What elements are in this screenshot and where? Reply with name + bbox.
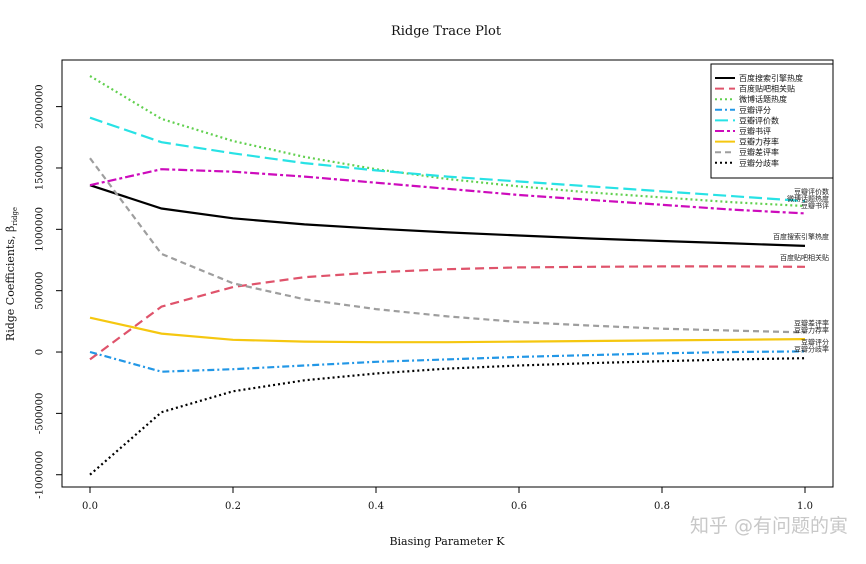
series-line <box>89 116 806 203</box>
y-tick-label: 500000 <box>35 272 46 310</box>
legend-box <box>710 63 834 179</box>
series-line <box>89 350 806 373</box>
legend-label: 微博话题热度 <box>739 94 787 104</box>
end-labels: 百度搜索引擎热度百度贴吧相关贴微博话题热度豆瓣评分豆瓣评价数豆瓣书评豆瓣力荐率豆… <box>773 187 829 353</box>
series-line <box>89 316 806 344</box>
series-end-label: 豆瓣评分 <box>801 337 829 346</box>
x-tick-label: 0.0 <box>82 501 98 512</box>
legend-label: 百度搜索引擎热度 <box>739 73 803 83</box>
series-end-label: 豆瓣书评 <box>801 201 829 210</box>
series-line <box>89 75 806 208</box>
x-tick-label: 0.6 <box>511 501 527 512</box>
series-line <box>89 184 806 247</box>
x-axis: 0.0 0.2 0.4 0.6 0.8 1.0 <box>82 487 813 512</box>
series-line <box>89 265 806 361</box>
series-line <box>89 157 806 334</box>
y-tick-label: 1000000 <box>35 207 46 252</box>
x-tick-label: 1.0 <box>797 501 813 512</box>
series-end-label: 豆瓣评价数 <box>794 187 829 196</box>
y-axis: -1000000 -500000 0 500000 1000000 1500000 2000… <box>35 84 62 499</box>
legend-label: 豆瓣评价数 <box>739 115 779 125</box>
y-axis-label: Ridge Coefficients, βridge <box>4 207 19 341</box>
x-axis-label: Biasing Parameter K <box>389 535 505 548</box>
y-tick-label: -1000000 <box>35 451 46 499</box>
y-tick-label: 1500000 <box>35 146 46 191</box>
series-end-label: 豆瓣差评率 <box>794 318 829 327</box>
series-end-label: 百度贴吧相关贴 <box>780 253 829 262</box>
chart-title: Ridge Trace Plot <box>391 24 502 39</box>
legend-label: 豆瓣评分 <box>739 105 771 115</box>
y-axis-label-subscript: ridge <box>11 207 19 226</box>
y-tick-label: 0 <box>35 349 46 355</box>
x-tick-label: 0.2 <box>225 501 241 512</box>
legend-label: 豆瓣力荐率 <box>739 137 779 147</box>
legend: 百度搜索引擎热度百度贴吧相关贴微博话题热度豆瓣评分豆瓣评价数豆瓣书评豆瓣力荐率豆… <box>710 63 834 179</box>
y-tick-label: -500000 <box>35 393 46 435</box>
legend-label: 豆瓣分歧率 <box>739 158 779 168</box>
plot-frame <box>61 59 834 488</box>
y-axis-label-main: Ridge Coefficients, β <box>4 226 17 341</box>
series-end-label: 豆瓣力荐率 <box>794 325 829 334</box>
y-tick-label: 2000000 <box>35 84 46 129</box>
series-end-label: 豆瓣分歧率 <box>794 344 829 353</box>
watermark: 知乎 @有问题的寅 <box>690 515 848 537</box>
series-end-label: 微博话题热度 <box>787 194 829 203</box>
series-end-label: 百度搜索引擎热度 <box>773 232 829 241</box>
x-tick-label: 0.8 <box>654 501 670 512</box>
series-lines <box>89 75 806 476</box>
series-line <box>89 357 806 476</box>
x-tick-label: 0.4 <box>368 501 384 512</box>
legend-label: 百度贴吧相关贴 <box>739 84 795 94</box>
series-line <box>89 168 806 215</box>
legend-label: 豆瓣书评 <box>739 126 771 136</box>
legend-label: 豆瓣差评率 <box>739 147 779 157</box>
